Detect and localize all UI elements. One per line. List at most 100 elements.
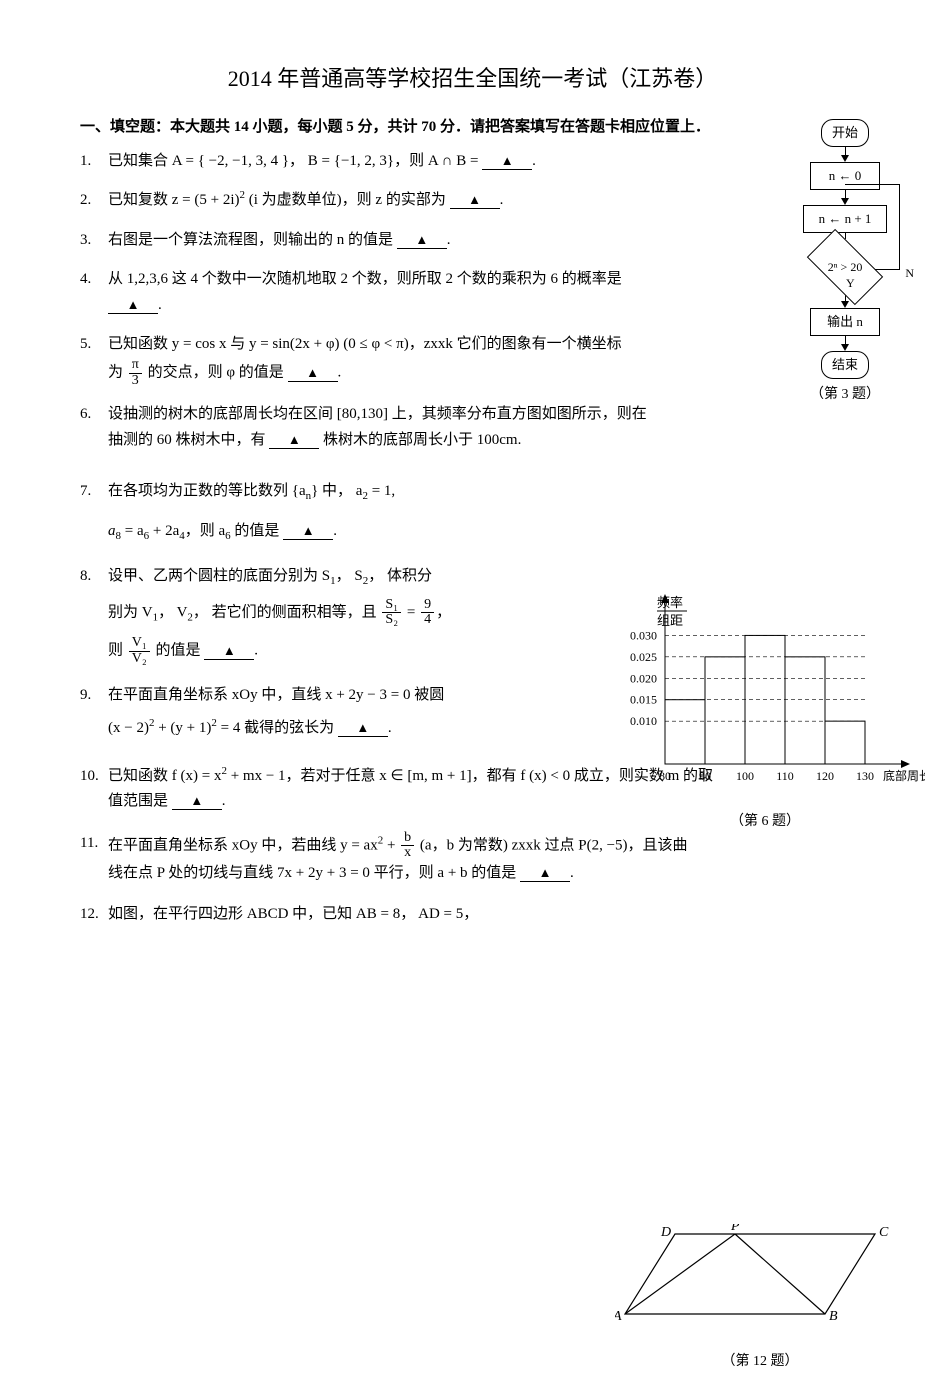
answer-blank[interactable] bbox=[397, 233, 447, 249]
problem-number: 7. bbox=[80, 479, 108, 505]
svg-text:0.010: 0.010 bbox=[630, 714, 657, 728]
answer-blank[interactable] bbox=[283, 524, 333, 540]
flow-output: 输出 n bbox=[810, 308, 880, 336]
svg-text:0.015: 0.015 bbox=[630, 693, 657, 707]
text: 设抽测的树木的底部周长均在区间 [80,130] 上，其频率分布直方图如图所示，… bbox=[108, 406, 647, 422]
problem-number: 12. bbox=[80, 902, 108, 928]
flowchart-caption: （第 3 题） bbox=[770, 383, 920, 407]
problem-number: 1. bbox=[80, 149, 108, 175]
fraction: bx bbox=[401, 831, 414, 861]
text: 线在点 P 处的切线与直线 7x + 2y + 3 = 0 平行，则 a + b… bbox=[108, 865, 520, 881]
answer-blank[interactable] bbox=[450, 193, 500, 209]
svg-text:频率: 频率 bbox=[657, 595, 683, 610]
text: 的值是 bbox=[156, 643, 205, 659]
text: + bbox=[383, 837, 399, 853]
text: 的交点，则 φ 的值是 bbox=[148, 365, 288, 381]
svg-text:P: P bbox=[730, 1224, 740, 1234]
svg-text:0.020: 0.020 bbox=[630, 671, 657, 685]
flow-no-label: N bbox=[905, 263, 914, 283]
figure-parallelogram: ABCDP （第 12 题） bbox=[615, 1224, 905, 1374]
answer-blank[interactable] bbox=[288, 366, 338, 382]
problem-number: 10. bbox=[80, 764, 108, 790]
fraction: S₁S₂ bbox=[382, 598, 401, 628]
problem-number: 4. bbox=[80, 267, 108, 293]
text: . bbox=[222, 793, 226, 809]
text: } 中， a bbox=[311, 483, 362, 499]
text: 如图，在平行四边形 ABCD 中，已知 AB = 8， AD = 5， bbox=[108, 906, 478, 922]
problem-7: 7. 在各项均为正数的等比数列 {an} 中， a2 = 1, a8 = a6 … bbox=[80, 479, 865, 544]
answer-blank[interactable] bbox=[269, 433, 319, 449]
text: 别为 V bbox=[108, 604, 153, 620]
problem-12: 12. 如图，在平行四边形 ABCD 中，已知 AB = 8， AD = 5， bbox=[80, 902, 865, 928]
text: = 1, bbox=[368, 483, 395, 499]
problem-number: 3. bbox=[80, 228, 108, 254]
svg-text:80: 80 bbox=[659, 769, 671, 783]
text: (i 为虚数单位)，则 z 的实部为 bbox=[245, 192, 450, 208]
text: 的值是 bbox=[231, 523, 284, 539]
problem-number: 5. bbox=[80, 332, 108, 358]
svg-text:0.030: 0.030 bbox=[630, 628, 657, 642]
answer-blank[interactable] bbox=[338, 721, 388, 737]
text: a bbox=[108, 523, 116, 539]
parallelogram-svg: ABCDP bbox=[615, 1224, 905, 1339]
svg-text:C: C bbox=[879, 1225, 889, 1240]
text: 已知集合 A = { −2, −1, 3, 4 }， B = {−1, 2, 3… bbox=[108, 153, 482, 169]
flow-step-incr: n ← n + 1 bbox=[803, 205, 887, 233]
text: . bbox=[158, 297, 162, 313]
text: 在平面直角坐标系 xOy 中，直线 x + 2y − 3 = 0 被圆 bbox=[108, 687, 444, 703]
text: 从 1,2,3,6 这 4 个数中一次随机地取 2 个数，则所取 2 个数的乘积… bbox=[108, 271, 622, 287]
text: 在各项均为正数的等比数列 {a bbox=[108, 483, 306, 499]
text: . bbox=[254, 643, 258, 659]
svg-text:组距: 组距 bbox=[657, 613, 683, 628]
text: 为 bbox=[108, 365, 123, 381]
text: 已知函数 y = cos x 与 y = sin(2x + φ) (0 ≤ φ … bbox=[108, 336, 622, 352]
problem-number: 8. bbox=[80, 564, 108, 590]
svg-text:90: 90 bbox=[699, 769, 711, 783]
text: 已知复数 z = (5 + 2i) bbox=[108, 192, 240, 208]
text: 抽测的 60 株树木中，有 bbox=[108, 432, 269, 448]
text: = a bbox=[121, 523, 144, 539]
svg-text:0.025: 0.025 bbox=[630, 650, 657, 664]
answer-blank[interactable] bbox=[172, 794, 222, 810]
problem-11: 11. 在平面直角坐标系 xOy 中，若曲线 y = ax2 + bx (a，b… bbox=[80, 831, 865, 887]
parallelogram-caption: （第 12 题） bbox=[615, 1350, 905, 1374]
text: (x − 2) bbox=[108, 720, 149, 736]
answer-blank[interactable] bbox=[520, 866, 570, 882]
text: . bbox=[333, 523, 337, 539]
flow-step-init: n ← 0 bbox=[810, 162, 880, 190]
problem-6: 6. 设抽测的树木的底部周长均在区间 [80,130] 上，其频率分布直方图如图… bbox=[80, 402, 865, 453]
page-title: 2014 年普通高等学校招生全国统一考试（江苏卷） bbox=[80, 60, 865, 97]
problem-2: 2. 已知复数 z = (5 + 2i)2 (i 为虚数单位)，则 z 的实部为… bbox=[80, 188, 865, 214]
text: . bbox=[388, 720, 392, 736]
text: + (y + 1) bbox=[154, 720, 211, 736]
problem-number: 11. bbox=[80, 831, 108, 857]
answer-blank[interactable] bbox=[482, 154, 532, 170]
text: . bbox=[570, 865, 574, 881]
text: 值范围是 bbox=[108, 793, 172, 809]
answer-blank[interactable] bbox=[108, 298, 158, 314]
flow-end: 结束 bbox=[821, 351, 869, 379]
fraction: π3 bbox=[129, 358, 142, 388]
section-heading: 一、填空题：本大题共 14 小题，每小题 5 分，共计 70 分．请把答案填写在… bbox=[80, 115, 865, 141]
problem-3: 3. 右图是一个算法流程图，则输出的 n 的值是 . bbox=[80, 228, 865, 254]
text: 则 bbox=[108, 643, 123, 659]
svg-text:底部周长/cm: 底部周长/cm bbox=[883, 768, 925, 783]
figure-histogram: 频率组距0.0100.0150.0200.0250.03080901001101… bbox=[605, 589, 925, 834]
text: 右图是一个算法流程图，则输出的 n 的值是 bbox=[108, 232, 397, 248]
problems-container: 开始 n ← 0 n ← n + 1 2ⁿ > 20 N Y 输出 n 结束 （… bbox=[80, 149, 865, 928]
flow-yes-label: Y bbox=[846, 273, 855, 293]
svg-text:100: 100 bbox=[736, 769, 754, 783]
histogram-svg: 频率组距0.0100.0150.0200.0250.03080901001101… bbox=[605, 589, 925, 799]
flow-condition: 2ⁿ > 20 bbox=[807, 229, 883, 305]
histogram-caption: （第 6 题） bbox=[605, 810, 925, 834]
problem-5: 5. 已知函数 y = cos x 与 y = sin(2x + φ) (0 ≤… bbox=[80, 332, 865, 388]
problem-number: 9. bbox=[80, 683, 108, 709]
problem-number: 2. bbox=[80, 188, 108, 214]
svg-text:120: 120 bbox=[816, 769, 834, 783]
svg-text:A: A bbox=[615, 1309, 622, 1324]
text: + 2a bbox=[149, 523, 179, 539]
svg-text:130: 130 bbox=[856, 769, 874, 783]
svg-text:B: B bbox=[829, 1309, 838, 1324]
answer-blank[interactable] bbox=[204, 644, 254, 660]
text: . bbox=[532, 153, 536, 169]
